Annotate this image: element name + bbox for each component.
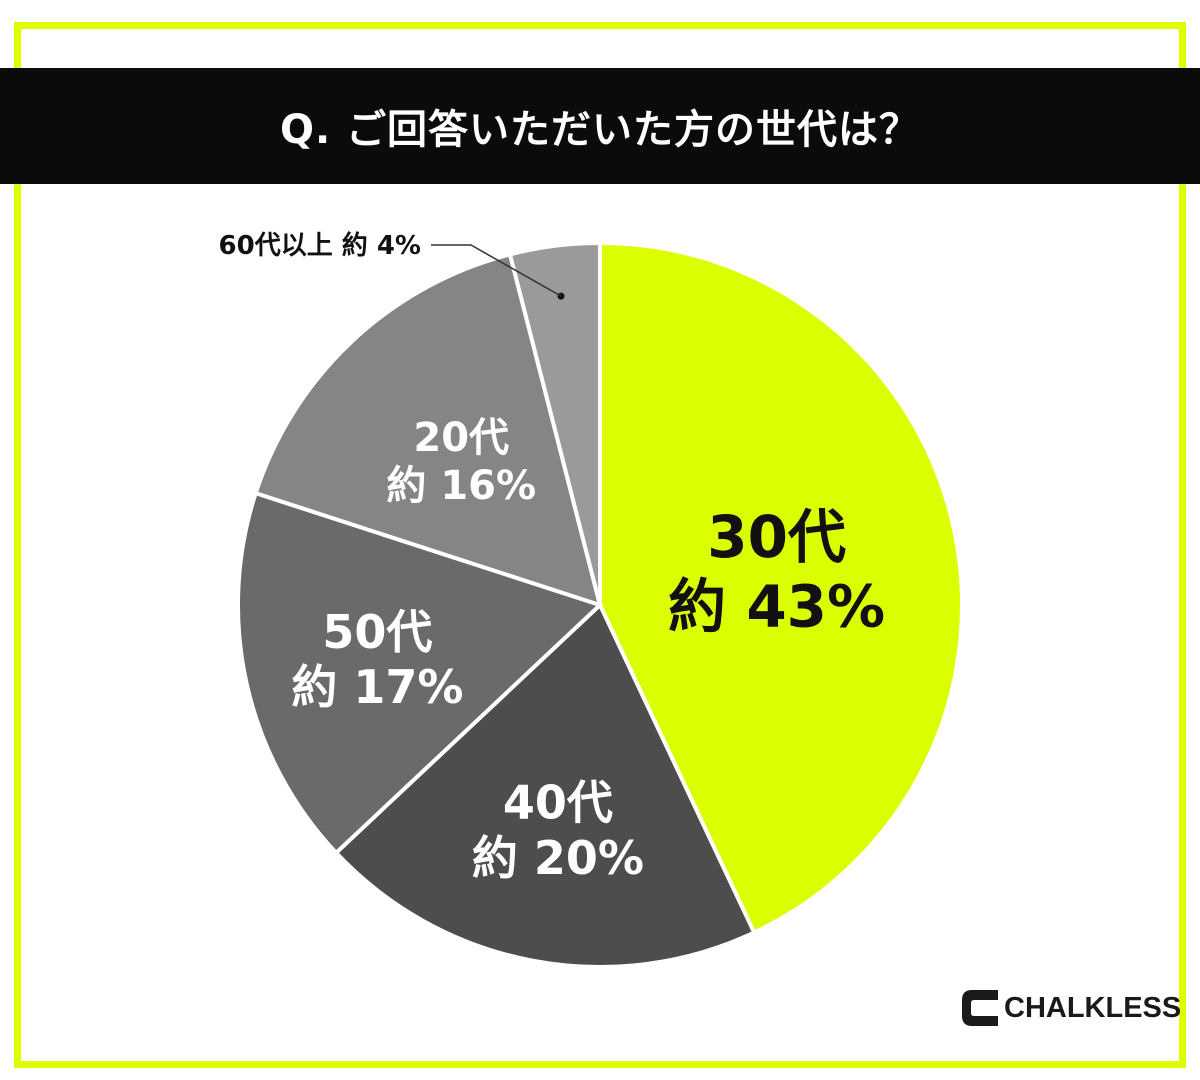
brand-name: CHALKLESS [1004,991,1182,1024]
pie-slice-60 [507,241,602,607]
slice-label-20: 20代 [413,415,509,461]
slice-label-30: 30代 [707,503,846,571]
slice-value-50: 約 17% [291,660,463,714]
chalkless-logo-icon [962,990,998,1026]
brand-logo: CHALKLESS [960,988,1181,1028]
callout-label-60: 60代以上 約 4% [219,230,421,261]
callout-leader-line [430,244,562,297]
pie-slice-50 [236,491,602,855]
title-bar: Q. ご回答いただいた方の世代は？ [0,68,1200,184]
pie-slice-20 [253,252,602,607]
slice-value-40: 約 20% [472,831,644,885]
slice-value-20: 約 16% [386,463,536,509]
slice-value-30: 約 43% [668,572,885,640]
slice-label-40: 40代 [503,776,613,830]
pie-slice-30 [598,241,964,935]
slice-label-50: 50代 [322,605,432,659]
chart-title: Q. ご回答いただいた方の世代は？ [279,107,921,153]
pie-slice-40 [334,603,757,969]
chart-frame [14,22,1186,1068]
